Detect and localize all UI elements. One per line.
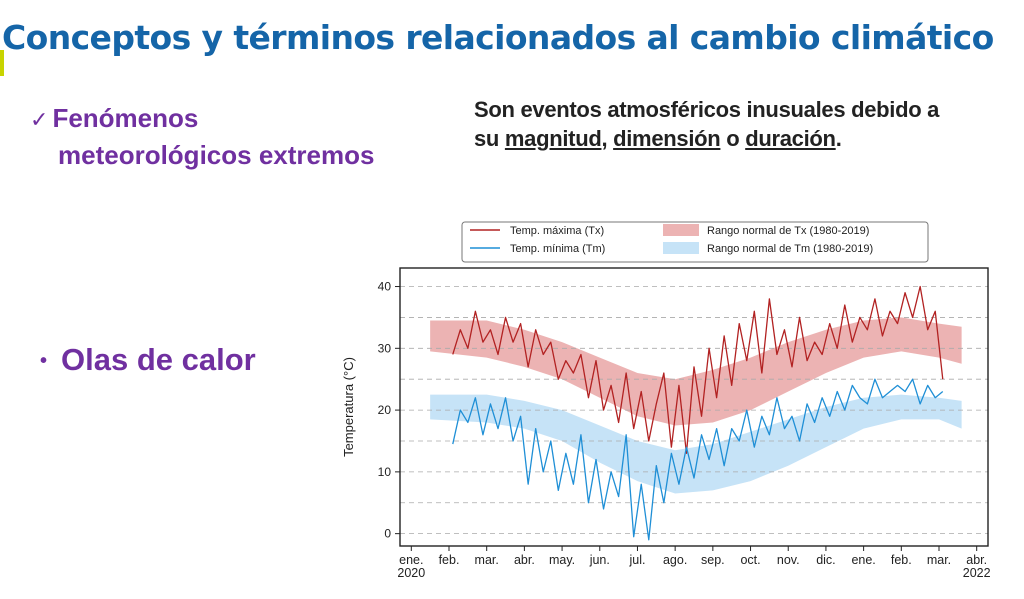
definition-part4: . xyxy=(835,126,842,151)
x-tick-label: jul. xyxy=(628,553,645,567)
chart-gridlines xyxy=(400,286,988,535)
x-tick-label: oct. xyxy=(740,553,760,567)
definition-word-dimension: dimensión xyxy=(613,126,721,151)
tx-normal-range-band xyxy=(430,317,962,426)
x-tick-label: ene. xyxy=(851,553,875,567)
x-tick-label: sep. xyxy=(701,553,725,567)
tm-normal-range-band xyxy=(430,394,962,494)
x-axis: ene. feb. mar. abr. may. jun. jul. ago. sep. oct.… xyxy=(397,546,991,580)
y-axis-label: Temperatura (°C) xyxy=(341,357,356,457)
checkmark-icon: ✓ xyxy=(30,108,49,133)
legend-tx-range-swatch xyxy=(663,224,699,236)
temperature-chart: Temp. máxima (Tx) Temp. mínima (Tm) Rango … xyxy=(341,221,991,580)
series-lines xyxy=(452,285,944,541)
tm-series-line xyxy=(452,378,944,541)
x-tick-label: jun. xyxy=(589,553,610,567)
x-year-label: 2022 xyxy=(963,566,991,580)
x-tick-label: dic. xyxy=(816,553,835,567)
bullet-extreme-events: ✓ Fenómenos meteorológicos extremos xyxy=(30,101,374,173)
bullet-heat-waves: • Olas de calor xyxy=(40,342,256,378)
y-axis: 0 10 20 30 40 xyxy=(378,280,400,541)
chart-legend: Temp. máxima (Tx) Temp. mínima (Tm) Rango … xyxy=(461,221,929,263)
definition-text: Son eventos atmosféricos inusuales debid… xyxy=(474,95,944,153)
bullet-dot-icon: • xyxy=(40,350,48,373)
y-tick-label: 10 xyxy=(378,465,392,479)
definition-part2: , xyxy=(601,126,614,151)
definition-word-magnitud: magnitud xyxy=(504,126,602,151)
title-accent-bar xyxy=(0,50,4,76)
x-tick-label: ago. xyxy=(663,553,687,567)
x-tick-label: feb. xyxy=(439,553,460,567)
y-tick-label: 40 xyxy=(378,280,392,294)
x-tick-label: feb. xyxy=(891,553,912,567)
legend-tx-label: Temp. máxima (Tx) xyxy=(510,225,604,237)
bullet-extreme-events-line1: Fenómenos xyxy=(52,103,199,133)
x-tick-label: ene. xyxy=(399,553,423,567)
x-tick-label: mar. xyxy=(475,553,499,567)
tx-series-line xyxy=(452,285,944,454)
definition-word-duracion: duración xyxy=(745,126,836,151)
x-tick-label: may. xyxy=(549,553,575,567)
slide-title: Conceptos y términos relacionados al cam… xyxy=(2,18,994,57)
bullet-heat-waves-label: Olas de calor xyxy=(61,342,256,377)
x-tick-label: abr. xyxy=(966,553,987,567)
x-tick-label: abr. xyxy=(514,553,535,567)
normal-range-bands xyxy=(430,317,962,494)
bullet-extreme-events-line2: meteorológicos extremos xyxy=(58,140,375,170)
x-year-label: 2020 xyxy=(397,566,425,580)
y-tick-label: 30 xyxy=(378,341,392,355)
legend-tx-range-label: Rango normal de Tx (1980-2019) xyxy=(707,225,869,237)
legend-tm-label: Temp. mínima (Tm) xyxy=(510,243,605,255)
x-tick-label: mar. xyxy=(927,553,951,567)
y-tick-label: 0 xyxy=(384,527,391,541)
y-tick-label: 20 xyxy=(378,403,392,417)
plot-frame xyxy=(399,267,989,547)
x-tick-label: nov. xyxy=(777,553,800,567)
definition-part3: o xyxy=(720,126,746,151)
legend-tm-range-label: Rango normal de Tm (1980-2019) xyxy=(707,243,873,255)
legend-tm-range-swatch xyxy=(663,242,699,254)
definition-part1: Son eventos atmosféricos inusuales debid… xyxy=(474,97,940,151)
